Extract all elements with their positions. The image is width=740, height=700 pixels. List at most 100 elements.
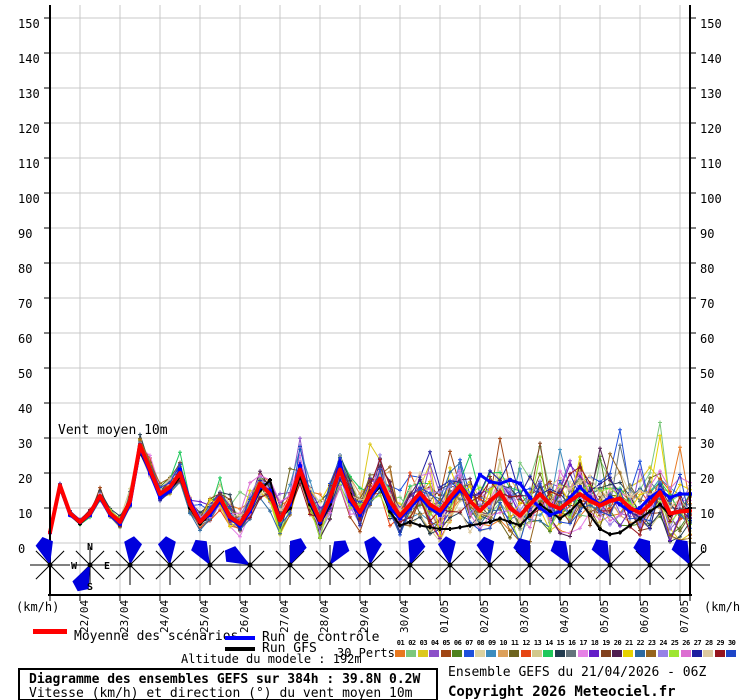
wind-arrow-2: N SE W [71,542,110,593]
y-tick-label-left: 20 [18,472,32,486]
pert-color-square [463,650,474,657]
x-tick-label: 07/05 [678,600,691,633]
pert-number: 08 [476,639,485,647]
pert-color-square [611,650,622,657]
wind-arrow-1 [30,537,70,585]
pert-number: 25 [670,639,679,647]
pert-number: 27 [693,639,702,647]
x-tick-label: 27/04 [278,600,291,633]
y-unit-left: (km/h) [16,600,60,614]
y-tick-label-right: 10 [700,507,714,521]
wind-direction-fan [124,536,142,565]
x-tick-label: 05/05 [598,600,611,633]
pert-color-square [646,650,657,657]
pert-number: 13 [533,639,542,647]
y-tick-label-left: 140 [18,52,40,66]
wind-arrow-17 [670,539,710,585]
pert-color-square [634,650,645,657]
pert-color-square [657,650,668,657]
wind-arrow-15 [590,539,630,585]
rose-center-dot [207,562,213,568]
pert-number: 24 [659,639,667,647]
pert-color-square [726,650,737,657]
pert-number: 30 [727,639,736,647]
pert-legend-24: 24 [657,639,669,657]
pert-number: 18 [590,639,599,647]
legend-gfs-swatch [225,647,255,651]
y-tick-label-left: 100 [18,192,40,206]
rose-center-dot [167,562,173,568]
rose-center-dot [407,562,413,568]
pert-legend-10: 10 [497,639,509,657]
wind-direction-fan [191,539,210,565]
y-unit-right: (km/h) [704,600,740,614]
rose-center-dot [527,562,533,568]
pert-color-square [543,650,554,657]
y-tick-label-right: 30 [700,437,714,451]
y-tick-label-left: 50 [18,367,32,381]
y-tick-label-right: 40 [700,402,714,416]
pert-color-square [429,650,440,657]
x-tick-label: 06/05 [638,600,651,633]
y-tick-label-right: 80 [700,262,714,276]
x-tick-label: 01/05 [438,600,451,633]
pert-legend-27: 27 [691,639,703,657]
pert-color-square [714,650,725,657]
pert-number: 11 [510,639,519,647]
rose-center-dot [367,562,373,568]
pert-color-square [452,650,463,657]
rose-center-dot [487,562,493,568]
x-tick-label: 02/05 [478,600,491,633]
y-tick-label-right: 60 [700,332,714,346]
rose-center-dot [327,562,333,568]
pert-number: 29 [716,639,725,647]
pert-legend-23: 23 [646,639,657,657]
wind-direction-fan [290,538,307,565]
pert-color-square [395,650,405,657]
pert-legend-07: 07 [463,639,475,657]
x-tick-label: 22/04 [78,600,91,633]
pert-legend-08: 08 [474,639,486,657]
pert-number: 15 [556,639,565,647]
wind-arrow-5 [190,539,230,585]
pert-color-square [417,650,428,657]
pert-number: 23 [648,639,656,647]
pert-color-square [703,650,714,657]
y-tick-label-left: 120 [18,122,40,136]
perts-color-strip: 01 02 03 04 05 06 07 08 09 10 11 12 13 14 15 16 17 18 19 20… [395,639,740,658]
rose-center-dot [87,562,93,568]
pert-number: 26 [682,639,690,647]
pert-color-square [623,650,634,657]
rose-center-dot [567,562,573,568]
pert-color-square [497,650,508,657]
pert-legend-22: 22 [634,639,646,657]
y-tick-label-left: 150 [18,17,40,31]
mean-line [48,443,692,535]
x-tick-label: 29/04 [358,600,371,633]
rose-center-dot [247,562,253,568]
pert-legend-18: 18 [589,639,600,657]
y-tick-label-right: 140 [700,52,722,66]
pert-legend-11: 11 [509,639,520,657]
pert-legend-14: 14 [543,639,554,657]
pert-color-square [520,650,531,657]
rose-center-dot [447,562,453,568]
wind-arrow-10 [390,537,430,585]
compass-e: E [104,561,110,572]
y-tick-label-left: 60 [18,332,32,346]
y-tick-label-left: 0 [18,542,25,556]
wind-direction-fan [364,536,382,565]
pert-number: 04 [431,639,439,647]
y-tick-label-right: 70 [700,297,714,311]
pert-legend-09: 09 [486,639,497,657]
wind-direction-fan [35,537,53,565]
legend-perts-label: 30 Perts. [337,646,403,660]
wind-arrow-3 [110,536,150,585]
pert-color-square [691,650,702,657]
pert-legend-13: 13 [532,639,543,657]
wind-direction-fan [224,546,250,565]
pert-legend-15: 15 [554,639,566,657]
wind-direction-fan [633,538,650,565]
legend-mean-swatch [33,629,67,634]
pert-legend-02: 02 [406,639,417,657]
